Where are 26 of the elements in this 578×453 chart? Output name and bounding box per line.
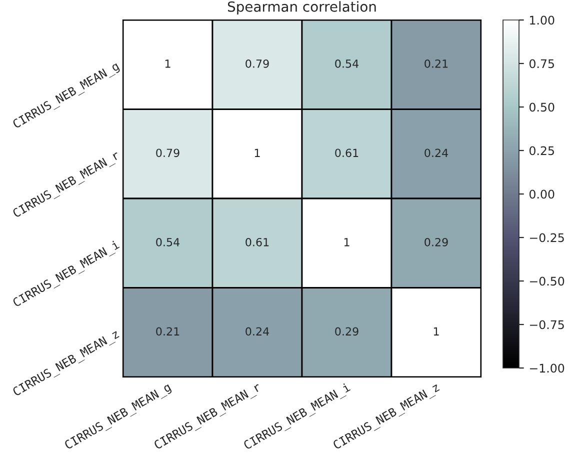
color-bar-label: 0.00 xyxy=(530,190,554,199)
color-bar-label: −0.50 xyxy=(530,276,564,286)
color-bar-label: 0.75 xyxy=(530,59,554,68)
chart-title: Spearman correlation xyxy=(228,1,376,15)
color-bar-label: −0.75 xyxy=(530,320,564,330)
data-label: 1 xyxy=(434,327,439,336)
data-label: 0.61 xyxy=(335,148,358,158)
data-label: 0.54 xyxy=(335,59,358,68)
data-label: 0.79 xyxy=(156,148,180,158)
data-label: 1 xyxy=(344,238,350,246)
color-bar-label: 0.50 xyxy=(530,102,554,112)
data-label: 0.24 xyxy=(424,148,448,158)
data-label: 0.24 xyxy=(246,327,269,336)
data-label: 0.21 xyxy=(156,327,180,336)
data-label: 0.79 xyxy=(246,59,269,68)
data-label: 0.61 xyxy=(246,238,269,246)
data-label: 0.29 xyxy=(335,327,358,336)
color-bar-label: −0.25 xyxy=(530,233,564,242)
color-bar-label: −1.00 xyxy=(530,364,564,373)
data-label: 0.21 xyxy=(424,59,448,68)
data-label: 1 xyxy=(165,60,170,68)
data-label: 0.29 xyxy=(424,238,448,246)
data-label: 1 xyxy=(254,148,260,157)
color-bar-label: 0.25 xyxy=(530,146,554,156)
data-label: 0.54 xyxy=(156,238,180,246)
color-bar-label: 1.00 xyxy=(530,16,554,25)
